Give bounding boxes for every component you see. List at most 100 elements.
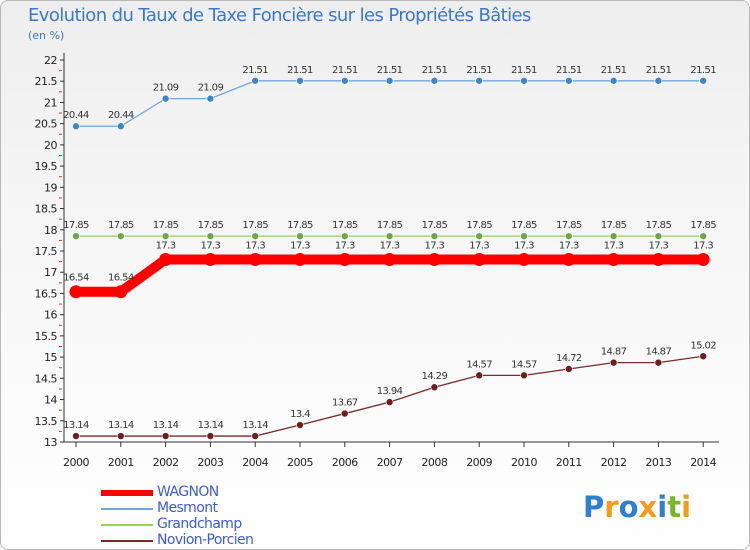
- series-layer: 20.44 20.44 21.09 21.09 21.51 21.51 21.51 21.51…: [63, 65, 717, 440]
- legend-label-mesmont: Mesmont: [157, 500, 218, 516]
- x-tick-label: 2006: [332, 456, 358, 469]
- data-label: 17.85: [153, 220, 179, 231]
- y-tick-label: 18: [44, 224, 57, 237]
- y-tick-label: 21: [44, 96, 57, 109]
- data-point: [385, 76, 394, 85]
- logo-letter: x: [638, 490, 658, 524]
- data-point: [520, 76, 528, 85]
- data-label: 21.51: [422, 65, 448, 76]
- data-label: 14.72: [556, 353, 582, 364]
- data-point: [338, 252, 352, 266]
- data-point: [161, 432, 170, 440]
- data-label: 14.57: [466, 359, 492, 370]
- y-tick-label: 18.5: [35, 203, 58, 216]
- data-point: [564, 232, 573, 240]
- data-label: 17.85: [690, 220, 716, 231]
- data-label: 13.14: [63, 420, 89, 431]
- data-point: [161, 232, 170, 240]
- x-tick-label: 2000: [63, 456, 89, 469]
- data-label: 20.44: [108, 110, 134, 121]
- chart-title: Evolution du Taux de Taxe Foncière sur l…: [28, 5, 531, 26]
- data-point: [475, 76, 484, 85]
- y-tick-label: 19: [44, 181, 57, 194]
- y-tick-label: 17: [44, 266, 57, 279]
- data-point: [385, 232, 394, 240]
- data-point: [251, 76, 259, 85]
- data-point: [340, 232, 349, 240]
- data-point: [248, 252, 262, 266]
- data-point: [340, 76, 349, 85]
- data-label: 16.54: [108, 273, 134, 284]
- data-point: [654, 358, 663, 367]
- data-point: [430, 76, 439, 85]
- x-tick-label: 2001: [108, 456, 134, 469]
- data-label: 20.44: [63, 110, 89, 121]
- series-wagnon: 16.54 16.54 17.3 17.3 17.3 17.3 17.3 17.3 17.3 17…: [63, 240, 714, 299]
- data-point: [251, 432, 259, 440]
- data-label: 21.51: [556, 65, 582, 76]
- data-point: [340, 409, 349, 418]
- data-point: [517, 252, 531, 266]
- logo-letter: i: [657, 490, 668, 524]
- data-label: 21.51: [690, 65, 716, 76]
- data-point: [475, 232, 484, 240]
- data-point: [385, 398, 394, 406]
- y-tick-label: 13: [44, 436, 57, 449]
- data-point: [206, 94, 215, 103]
- data-point: [117, 432, 125, 440]
- data-point: [562, 252, 576, 266]
- axes: 13 13.5 14 14.5 15 15.5 16 16.5 17 17.5 18 18.5 19 19…: [35, 53, 719, 469]
- data-point: [699, 352, 708, 361]
- data-label: 17.3: [648, 240, 668, 251]
- x-tick-label: 2008: [421, 456, 447, 469]
- y-tick-label: 15.5: [35, 330, 58, 343]
- y-tick-label: 16.5: [35, 287, 58, 300]
- data-point: [564, 365, 573, 373]
- data-label: 17.85: [242, 220, 268, 231]
- x-tick-label: 2005: [287, 456, 313, 469]
- y-tick-label: 17.5: [35, 245, 58, 258]
- data-label: 21.51: [601, 65, 627, 76]
- data-label: 17.85: [108, 220, 134, 231]
- x-tick-label: 2007: [377, 456, 403, 469]
- data-point: [699, 232, 708, 240]
- data-point: [206, 432, 215, 440]
- data-point: [69, 285, 83, 299]
- y-tick-label: 22: [44, 54, 57, 67]
- data-label: 13.14: [198, 420, 224, 431]
- data-label: 17.85: [287, 220, 313, 231]
- data-label: 13.67: [332, 398, 358, 409]
- logo-letter: t: [667, 490, 682, 524]
- data-label: 21.51: [466, 65, 492, 76]
- series-mesmont: 20.44 20.44 21.09 21.09 21.51 21.51 21.51 21.51…: [63, 65, 717, 131]
- data-point: [114, 285, 128, 299]
- data-label: 17.3: [380, 240, 400, 251]
- data-point: [654, 232, 663, 240]
- y-tick-label: 16: [44, 309, 57, 322]
- data-label: 14.57: [511, 359, 537, 370]
- data-label: 13.14: [108, 420, 134, 431]
- x-tick-label: 2010: [511, 456, 537, 469]
- logo-letter: P: [583, 490, 605, 524]
- data-label: 17.3: [156, 240, 176, 251]
- data-label: 13.94: [377, 386, 403, 397]
- data-label: 17.3: [290, 240, 310, 251]
- y-tick-label: 13.5: [35, 415, 58, 428]
- data-label: 21.51: [242, 65, 268, 76]
- data-label: 13.14: [242, 420, 268, 431]
- data-point: [206, 232, 215, 240]
- data-label: 17.85: [422, 220, 448, 231]
- data-label: 17.85: [377, 220, 403, 231]
- data-label: 17.85: [63, 220, 89, 231]
- data-label: 14.29: [422, 371, 448, 382]
- data-label: 17.85: [198, 220, 224, 231]
- data-point: [609, 76, 618, 85]
- data-label: 17.3: [604, 240, 624, 251]
- legend-swatch-grandchamp: [101, 524, 153, 526]
- y-tick-label: 20: [44, 139, 57, 152]
- y-tick-label: 14.5: [35, 372, 58, 385]
- x-tick-label: 2011: [556, 456, 582, 469]
- data-label: 17.3: [200, 240, 220, 251]
